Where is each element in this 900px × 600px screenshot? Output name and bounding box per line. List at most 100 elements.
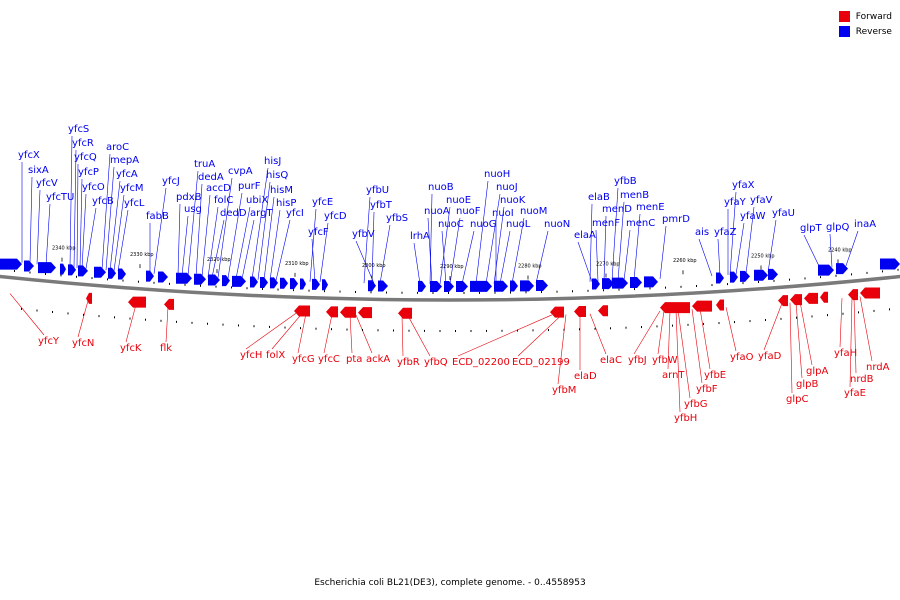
reverse-gene-arrow[interactable]: [94, 266, 106, 278]
reverse-gene-arrow[interactable]: [78, 265, 88, 277]
reverse-gene-arrow[interactable]: [158, 271, 168, 283]
gene-label-yfbw[interactable]: yfbW: [652, 355, 678, 366]
gene-label-menb[interactable]: menB: [620, 190, 649, 201]
gene-label-hisj[interactable]: hisJ: [264, 156, 281, 167]
forward-gene-arrow[interactable]: [86, 292, 92, 304]
reverse-gene-arrow[interactable]: [0, 258, 22, 270]
reverse-gene-arrow[interactable]: [836, 263, 848, 275]
reverse-gene-arrow[interactable]: [456, 280, 468, 292]
gene-label-yfcl[interactable]: yfcL: [124, 198, 145, 209]
gene-label-glpc[interactable]: glpC: [786, 394, 808, 405]
gene-label-yfctu[interactable]: yfcTU: [46, 192, 74, 203]
gene-label-argt[interactable]: argT: [250, 208, 273, 219]
reverse-gene-arrow[interactable]: [208, 274, 220, 286]
gene-label-nuog[interactable]: nuoG: [470, 219, 497, 230]
gene-label-nuoj[interactable]: nuoJ: [496, 182, 518, 193]
gene-label-nuoc[interactable]: nuoC: [438, 219, 464, 230]
gene-label-ubix[interactable]: ubiX: [246, 195, 268, 206]
reverse-gene-arrow[interactable]: [644, 276, 658, 288]
gene-label-folc[interactable]: folC: [214, 195, 233, 206]
gene-label-elab[interactable]: elaB: [588, 192, 610, 203]
gene-label-yfax[interactable]: yfaX: [732, 180, 755, 191]
reverse-gene-arrow[interactable]: [730, 271, 738, 283]
forward-gene-arrow[interactable]: [692, 300, 712, 312]
gene-label-yfau[interactable]: yfaU: [772, 208, 795, 219]
reverse-gene-arrow[interactable]: [146, 270, 154, 282]
gene-label-pdxb[interactable]: pdxB: [176, 192, 202, 203]
reverse-gene-arrow[interactable]: [592, 278, 600, 290]
gene-label-elaa[interactable]: elaA: [574, 230, 596, 241]
gene-label-cvpa[interactable]: cvpA: [228, 166, 253, 177]
gene-label-yfcp[interactable]: yfcP: [78, 167, 99, 178]
gene-label-yfcj[interactable]: yfcJ: [162, 176, 180, 187]
reverse-gene-arrow[interactable]: [612, 277, 628, 289]
forward-gene-arrow[interactable]: [860, 287, 880, 299]
reverse-gene-arrow[interactable]: [716, 272, 724, 284]
gene-label-yfcq[interactable]: yfcQ: [74, 152, 97, 163]
forward-gene-arrow[interactable]: [790, 294, 802, 306]
gene-label-aroc[interactable]: aroC: [106, 142, 129, 153]
reverse-gene-arrow[interactable]: [602, 278, 614, 290]
gene-label-ecd-02199[interactable]: ECD_02199: [512, 357, 570, 368]
reverse-gene-arrow[interactable]: [290, 278, 298, 290]
reverse-gene-arrow[interactable]: [740, 270, 750, 282]
reverse-gene-arrow[interactable]: [176, 272, 192, 284]
gene-label-glpa[interactable]: glpA: [806, 366, 828, 377]
gene-label-yfav[interactable]: yfaV: [750, 195, 773, 206]
forward-gene-arrow[interactable]: [326, 306, 338, 318]
reverse-gene-arrow[interactable]: [322, 279, 328, 291]
gene-label-yfbh[interactable]: yfbH: [674, 413, 697, 424]
reverse-gene-arrow[interactable]: [312, 278, 320, 290]
gene-label-trua[interactable]: truA: [194, 159, 215, 170]
reverse-gene-arrow[interactable]: [250, 276, 258, 288]
reverse-gene-arrow[interactable]: [194, 273, 206, 285]
reverse-gene-arrow[interactable]: [68, 264, 76, 276]
gene-label-yfbt[interactable]: yfbT: [370, 200, 393, 211]
forward-gene-arrow[interactable]: [660, 302, 690, 314]
gene-label-mend[interactable]: menD: [602, 204, 632, 215]
gene-label-yfcf[interactable]: yfcF: [308, 227, 329, 238]
gene-label-lrha[interactable]: lrhA: [410, 231, 430, 242]
forward-gene-arrow[interactable]: [848, 289, 858, 301]
reverse-gene-arrow[interactable]: [24, 260, 34, 272]
gene-label-folx[interactable]: folX: [266, 350, 285, 361]
reverse-gene-arrow[interactable]: [630, 276, 642, 288]
reverse-gene-arrow[interactable]: [368, 280, 376, 292]
gene-label-yfbf[interactable]: yfbF: [696, 384, 718, 395]
gene-label-accd[interactable]: accD: [206, 183, 231, 194]
gene-label-yfce[interactable]: yfcE: [312, 197, 333, 208]
gene-label-glpt[interactable]: glpT: [800, 223, 822, 234]
gene-label-yfay[interactable]: yfaY: [724, 197, 747, 208]
gene-label-nuon[interactable]: nuoN: [544, 219, 570, 230]
gene-label-yfcc[interactable]: yfcC: [318, 354, 340, 365]
forward-gene-arrow[interactable]: [574, 306, 586, 318]
gene-label-yfch[interactable]: yfcH: [240, 350, 262, 361]
reverse-gene-arrow[interactable]: [60, 263, 66, 275]
gene-label-arnt[interactable]: arnT: [662, 370, 685, 381]
gene-label-yfah[interactable]: yfaH: [834, 348, 857, 359]
forward-gene-arrow[interactable]: [358, 307, 372, 319]
reverse-gene-arrow[interactable]: [470, 280, 492, 292]
gene-label-menf[interactable]: menF: [592, 218, 620, 229]
gene-label-ais[interactable]: ais: [695, 227, 709, 238]
forward-gene-arrow[interactable]: [550, 306, 564, 318]
gene-label-pmrd[interactable]: pmrD: [662, 214, 690, 225]
reverse-gene-arrow[interactable]: [430, 280, 442, 292]
reverse-gene-arrow[interactable]: [232, 275, 246, 287]
forward-gene-arrow[interactable]: [716, 299, 724, 311]
gene-label-dedd[interactable]: dedD: [220, 208, 247, 219]
reverse-gene-arrow[interactable]: [494, 280, 508, 292]
forward-gene-arrow[interactable]: [778, 295, 788, 307]
gene-label-yfcv[interactable]: yfcV: [36, 178, 58, 189]
forward-gene-arrow[interactable]: [128, 296, 146, 308]
gene-label-sixa[interactable]: sixA: [28, 165, 49, 176]
gene-label-yfbm[interactable]: yfbM: [552, 385, 576, 396]
gene-label-yfcm[interactable]: yfcM: [120, 183, 144, 194]
gene-label-yfbr[interactable]: yfbR: [397, 357, 420, 368]
forward-gene-arrow[interactable]: [820, 291, 828, 303]
gene-label-menc[interactable]: menC: [626, 218, 655, 229]
reverse-gene-arrow[interactable]: [378, 280, 388, 292]
reverse-gene-arrow[interactable]: [38, 262, 56, 274]
gene-label-nuoa[interactable]: nuoA: [424, 206, 450, 217]
forward-gene-arrow[interactable]: [398, 307, 412, 319]
